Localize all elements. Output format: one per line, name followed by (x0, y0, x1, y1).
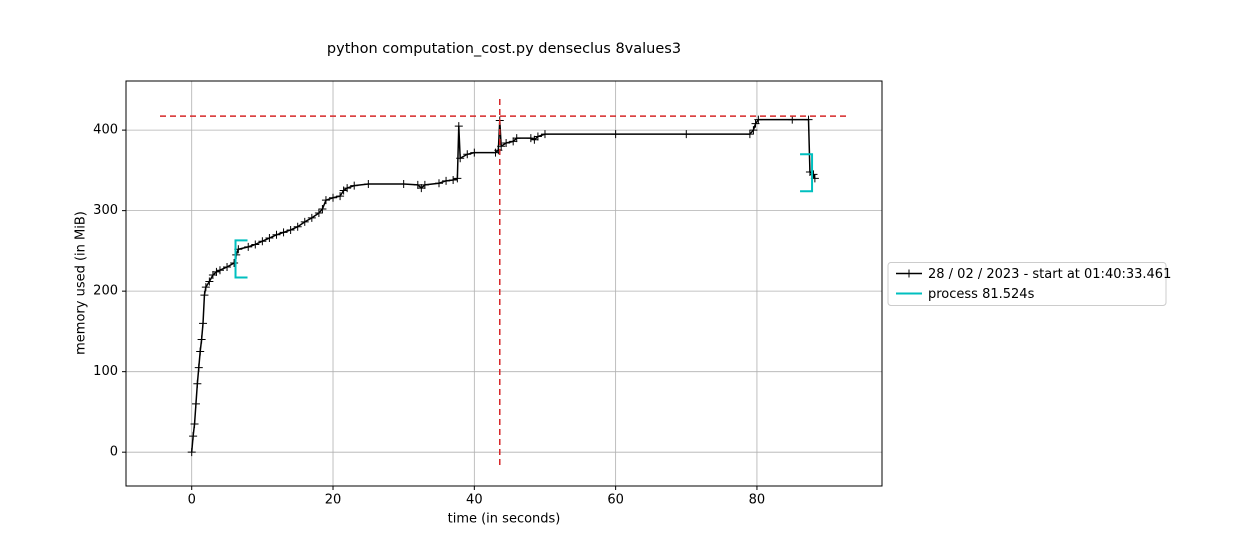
y-tick-label: 400 (93, 123, 118, 138)
point-marker (318, 205, 327, 214)
point-marker (190, 420, 199, 429)
point-marker (509, 137, 518, 146)
x-tick-label: 20 (325, 493, 342, 508)
point-marker (197, 335, 206, 344)
point-marker (533, 132, 542, 141)
y-tick-label: 200 (93, 284, 118, 299)
x-tick-label: 40 (466, 493, 483, 508)
point-marker (196, 347, 205, 356)
legend-label: 28 / 02 / 2023 - start at 01:40:33.461 (928, 267, 1171, 282)
point-marker (187, 448, 196, 457)
point-marker (201, 283, 210, 292)
point-marker (272, 230, 281, 239)
point-marker (497, 142, 506, 151)
plot-frame (125, 80, 883, 487)
point-marker (434, 179, 443, 188)
point-marker (286, 225, 295, 234)
legend-box (887, 262, 1167, 306)
point-marker (265, 234, 274, 243)
point-marker (364, 180, 373, 189)
point-marker (251, 240, 260, 249)
point-marker (453, 174, 462, 183)
point-marker (343, 184, 352, 193)
point-marker (223, 262, 232, 271)
point-marker (300, 217, 309, 226)
memory-line (190, 118, 816, 453)
point-marker (530, 135, 539, 144)
point-marker (463, 150, 472, 159)
point-marker (611, 130, 620, 139)
point-marker (456, 154, 465, 163)
point-marker (244, 242, 253, 251)
point-marker (809, 170, 818, 179)
point-marker (307, 213, 316, 222)
point-marker (413, 180, 422, 189)
process-bracket (800, 153, 814, 193)
point-marker (191, 399, 200, 408)
point-marker (293, 222, 302, 231)
legend-marker (905, 269, 913, 278)
point-marker (193, 379, 202, 388)
point-marker (329, 193, 338, 202)
x-tick-label: 80 (749, 493, 766, 508)
y-tick-label: 0 (110, 445, 118, 460)
point-marker (502, 138, 511, 147)
point-marker (745, 130, 754, 139)
point-marker (540, 130, 549, 139)
point-marker (749, 126, 758, 135)
x-tick-label: 60 (607, 493, 624, 508)
point-marker (788, 115, 797, 124)
point-marker (494, 146, 503, 155)
point-marker (754, 115, 763, 124)
legend-label: process 81.524s (928, 287, 1035, 302)
y-axis-label: memory used (in MiB) (74, 211, 89, 355)
point-marker (314, 209, 323, 218)
point-marker (279, 228, 288, 237)
point-marker (215, 266, 224, 275)
point-marker (194, 363, 203, 372)
point-marker (449, 176, 458, 185)
point-marker (682, 130, 691, 139)
x-tick-label: 0 (188, 493, 196, 508)
point-marker (321, 196, 330, 205)
point-marker (258, 237, 267, 246)
point-marker (442, 176, 451, 185)
y-tick-label: 100 (93, 364, 118, 379)
point-marker (399, 180, 408, 189)
chart-title: python computation_cost.py denseclus 8va… (327, 41, 681, 57)
point-marker (420, 180, 429, 189)
point-marker (470, 148, 479, 157)
point-marker (205, 277, 214, 286)
process-bracket (234, 239, 248, 279)
point-marker (804, 115, 813, 124)
x-axis-label: time (in seconds) (448, 512, 561, 527)
y-tick-label: 300 (93, 203, 118, 218)
point-marker (230, 258, 239, 267)
point-marker (336, 192, 345, 201)
point-marker (526, 134, 535, 143)
point-marker (199, 319, 208, 328)
point-marker (208, 271, 217, 280)
point-marker (350, 181, 359, 190)
point-marker (751, 119, 760, 128)
point-marker (212, 267, 221, 276)
point-marker (454, 122, 463, 131)
point-marker (512, 134, 521, 143)
point-marker (189, 432, 198, 441)
point-marker (200, 291, 209, 300)
point-marker (417, 184, 426, 193)
